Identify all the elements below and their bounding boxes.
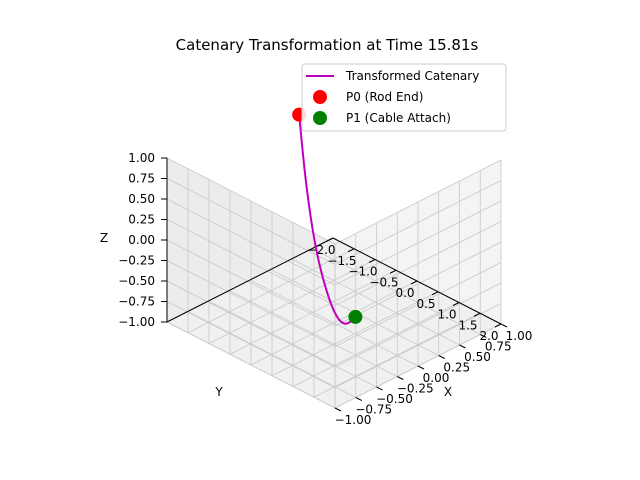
- grid-line-z-right: [334, 262, 502, 347]
- y-axis-label: Y: [214, 385, 223, 399]
- grid-line-y-floor: [250, 280, 418, 366]
- grid-line-z-left: [166, 301, 336, 388]
- grid-line-z-left: [166, 178, 336, 265]
- grid-line-y-floor: [313, 312, 481, 398]
- x-axis-label: X: [444, 385, 452, 399]
- tick-labels: 1.000.750.500.250.00−0.25−0.50−0.75−1.00…: [118, 151, 532, 427]
- grid-line-y-floor: [208, 259, 376, 344]
- grid-line-z-left: [166, 260, 336, 347]
- p1-point: [348, 309, 363, 324]
- grid-line-y-floor: [229, 269, 397, 355]
- x-tick: [376, 386, 383, 391]
- grid-line-z-left: [166, 157, 336, 245]
- x-tick-label: 0.00: [423, 371, 450, 385]
- x-tick: [397, 376, 404, 380]
- grid-line-z-right: [334, 200, 502, 286]
- z-tick-label: 0.00: [128, 233, 155, 247]
- y-tick: [347, 248, 355, 253]
- z-tick-label: 1.00: [128, 151, 155, 165]
- x-tick-label: −0.50: [376, 392, 413, 406]
- grid-line-z-left: [166, 280, 336, 368]
- grid-line-y-floor: [187, 248, 355, 334]
- y-tick: [389, 269, 397, 274]
- grid-line-y-floor: [292, 302, 460, 387]
- y-tick-label: 1.0: [437, 308, 456, 322]
- grid-line-z-right: [334, 221, 502, 306]
- y-axis-line: [166, 237, 334, 323]
- z-axis-label: Z: [100, 231, 108, 245]
- x-tick: [417, 365, 425, 370]
- y-tick-label: 2.0: [479, 329, 498, 343]
- y-tick-label: −1.5: [327, 254, 356, 268]
- x-tick-label: 0.25: [443, 361, 470, 375]
- grid-line-z-right: [334, 282, 502, 368]
- z-tick-label: 0.75: [128, 172, 155, 186]
- z-tick-label: 0.50: [128, 192, 155, 206]
- grid-line-z-right: [334, 159, 502, 245]
- x-tick-label: −0.25: [397, 382, 434, 396]
- catenary-line: [298, 114, 357, 325]
- grid-line-z-right: [334, 303, 502, 388]
- legend-marker-swatch: [313, 90, 327, 104]
- y-tick-label: 1.5: [458, 318, 477, 332]
- z-tick-label: 0.25: [128, 213, 155, 227]
- y-tick: [410, 280, 418, 285]
- y-tick: [494, 323, 502, 328]
- x-tick-label: −0.75: [355, 403, 392, 417]
- z-tick-label: −0.25: [118, 254, 155, 268]
- x-tick: [438, 355, 445, 359]
- y-tick-label: −1.0: [348, 265, 377, 279]
- y-tick-label: 0.5: [416, 297, 435, 311]
- legend-entry-label: P1 (Cable Attach): [346, 111, 451, 125]
- legend-entry-label: Transformed Catenary: [345, 69, 479, 83]
- x-tick-label: −1.00: [335, 413, 372, 427]
- z-tick-label: −0.75: [118, 295, 155, 309]
- grid-line-z-left: [166, 198, 336, 286]
- legend-entry-label: P0 (Rod End): [346, 90, 423, 104]
- grid-line-y-floor: [271, 291, 439, 377]
- x-tick-label: 0.50: [464, 350, 491, 364]
- z-tick-label: −1.00: [118, 315, 155, 329]
- y-tick-label: −2.0: [306, 243, 335, 257]
- x-tick: [500, 323, 508, 328]
- x-tick-label: 1.00: [506, 329, 533, 343]
- grid-line-z-left: [166, 219, 336, 306]
- y-tick: [368, 259, 376, 263]
- y-tick-label: −0.5: [369, 275, 398, 289]
- y-tick: [326, 237, 334, 242]
- grid-line-z-right: [334, 180, 502, 265]
- x-tick: [459, 344, 466, 349]
- legend-box: [301, 63, 507, 132]
- grid-line-z-right: [334, 241, 502, 327]
- y-tick: [473, 312, 481, 317]
- x-tick: [334, 407, 342, 412]
- chart-title: Catenary Transformation at Time 15.81s: [176, 36, 479, 54]
- legend-marker-swatch: [313, 111, 327, 125]
- x-tick: [480, 334, 487, 338]
- y-tick: [452, 302, 460, 306]
- legend: Transformed Catenary P0 (Rod End) P1 (Cabl…: [301, 63, 507, 132]
- x-tick: [355, 397, 362, 401]
- grid-line-z-left: [166, 321, 336, 409]
- z-tick-label: −0.50: [118, 274, 155, 288]
- y-tick-label: 0.0: [395, 286, 414, 300]
- y-tick: [431, 291, 439, 296]
- x-tick-label: 0.75: [485, 340, 512, 354]
- grid-line-z-left: [166, 239, 336, 327]
